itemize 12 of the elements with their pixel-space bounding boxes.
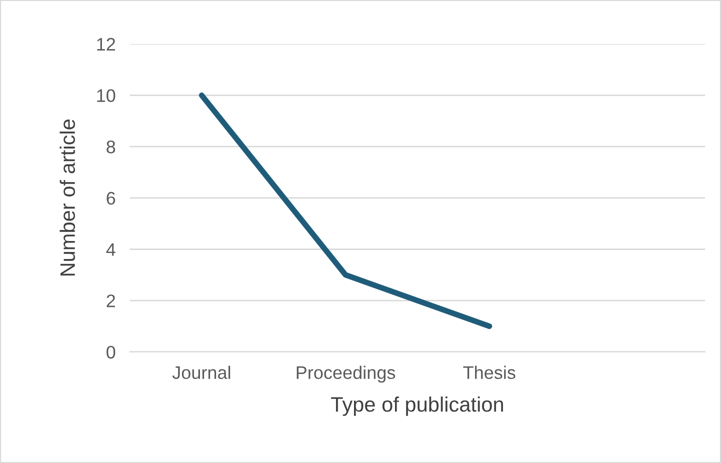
y-tick-label: 6	[106, 192, 116, 205]
x-tick-label: Journal	[172, 366, 230, 380]
y-tick-label: 8	[106, 140, 116, 154]
x-axis-title: Type of publication	[331, 396, 503, 416]
x-tick-label: Thesis	[463, 366, 516, 380]
y-tick-label: 2	[106, 294, 115, 308]
x-tick-label: Proceedings	[296, 366, 396, 383]
y-tick-label: 12	[97, 38, 115, 51]
y-tick-label: 0	[106, 346, 116, 359]
y-axis-title: Number of article	[60, 120, 76, 276]
y-tick-label: 10	[97, 89, 116, 102]
y-tick-label: 4	[106, 243, 116, 256]
